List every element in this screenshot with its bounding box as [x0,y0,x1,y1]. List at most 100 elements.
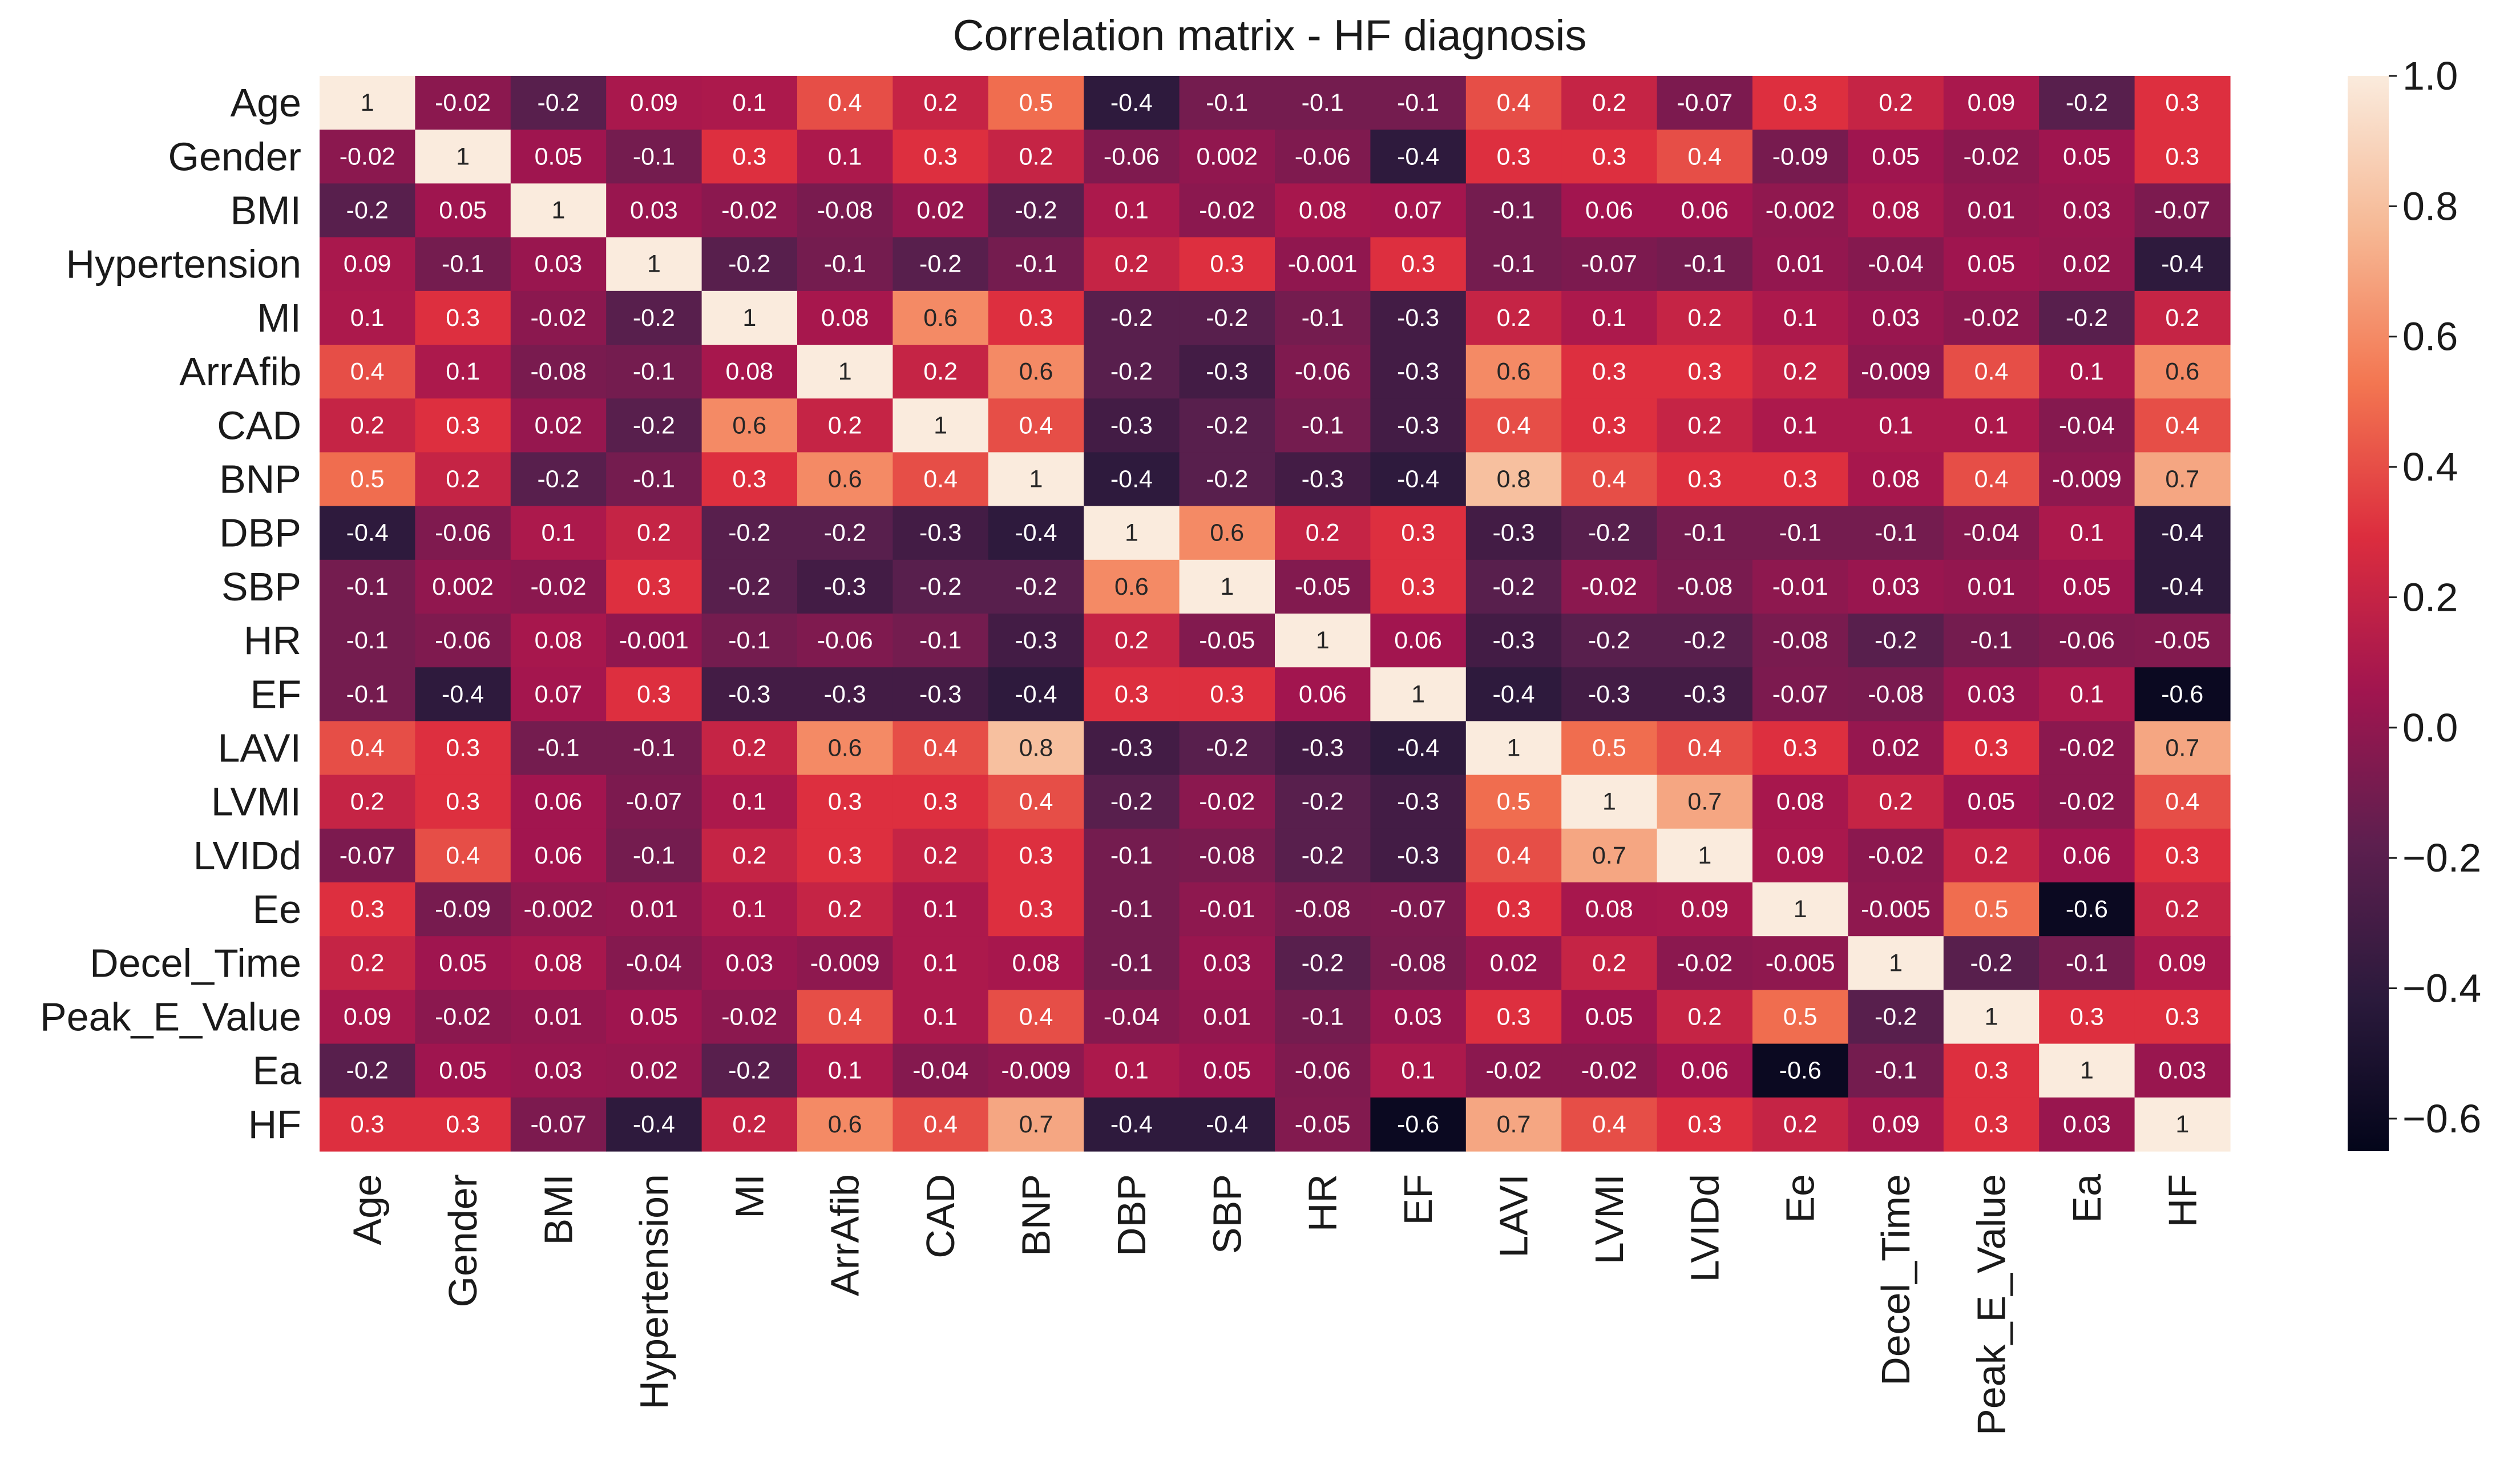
heatmap-cell [892,1097,989,1152]
heatmap-cell [2039,1097,2135,1152]
cell-value-label: 0.7 [1687,788,1722,816]
cell-value-label: 0.5 [350,466,385,493]
heatmap-cell [1465,721,1562,776]
heatmap-cell [415,506,511,560]
cell-value-label: 0.2 [1592,89,1626,116]
heatmap-cell [2039,183,2135,238]
cell-value-label: 0.3 [1019,842,1053,869]
cell-value-label: 0.09 [1872,1111,1920,1138]
cell-value-label: 1 [456,143,470,170]
heatmap-cell [415,614,511,668]
cell-value-label: -0.2 [346,1057,389,1084]
heatmap-cell [797,721,893,776]
heatmap-cell [1848,398,1944,453]
cell-value-label: -0.07 [2154,197,2210,224]
y-tick-label: ArrAfib [179,349,301,394]
cell-value-label: -0.3 [1302,466,1344,493]
cell-value-label: 0.4 [2165,412,2199,439]
heatmap-cell [988,614,1084,668]
cell-value-label: -0.1 [1779,519,1822,547]
heatmap-cell [510,559,607,614]
heatmap-cell [1370,183,1467,238]
cell-value-label: 0.09 [1776,842,1824,869]
cell-value-label: -0.4 [1015,519,1057,547]
heatmap-cell [1752,237,1848,292]
heatmap-cell [1848,614,1944,668]
heatmap-cell [1561,1097,1658,1152]
heatmap-cell [2039,291,2135,345]
cell-value-label: 0.3 [446,1111,480,1138]
cell-value-label: 0.5 [1974,896,2009,923]
heatmap-cell [1848,721,1944,776]
heatmap-cell [1370,1097,1467,1152]
heatmap-cell [1752,882,1848,937]
cell-value-label: -0.2 [1875,627,1917,654]
heatmap-cell [1752,183,1848,238]
heatmap-cell [1848,506,1944,560]
cell-value-label: 0.09 [1968,89,2016,116]
heatmap-cell [606,775,702,829]
heatmap-cell [1848,559,1944,614]
cell-value-label: -0.06 [1295,143,1351,170]
y-tick-label: Peak_E_Value [40,995,301,1039]
heatmap-cell [1084,183,1180,238]
cell-value-label: 0.1 [1592,304,1626,332]
cell-value-label: -0.1 [1875,1057,1917,1084]
cell-value-label: -0.09 [1772,143,1828,170]
heatmap-cell [1943,183,2040,238]
cell-value-label: -0.02 [1199,197,1255,224]
cell-value-label: -0.08 [1199,842,1255,869]
cell-value-label: -0.1 [346,680,389,708]
heatmap-cell [1657,828,1753,883]
heatmap-cell [1752,721,1848,776]
heatmap-cell [701,1097,798,1152]
heatmap-cell [1084,882,1180,937]
heatmap-cell [988,237,1084,292]
cell-value-label: 0.08 [1872,466,1920,493]
cell-value-label: -0.04 [1868,251,1924,278]
cell-value-label: -0.1 [1206,89,1248,116]
heatmap-cell [415,237,511,292]
cell-value-label: -0.08 [530,358,586,385]
cell-value-label: 0.03 [1203,949,1251,977]
heatmap-cell [892,721,989,776]
cell-value-label: -0.3 [1683,680,1726,708]
cell-value-label: 0.2 [1497,304,1531,332]
cell-value-label: 0.03 [2158,1057,2206,1084]
heatmap-cell [1848,775,1944,829]
cell-value-label: -0.1 [1015,251,1057,278]
cell-value-label: 0.2 [923,358,958,385]
heatmap-cell [892,183,989,238]
cell-value-label: 1 [1411,680,1425,708]
cell-value-label: 0.03 [2063,1111,2111,1138]
heatmap-cell [415,1097,511,1152]
cell-value-label: 0.2 [637,519,671,547]
heatmap-cell [1752,1097,1848,1152]
heatmap-cell [701,237,798,292]
cell-value-label: 0.3 [923,788,958,816]
cell-value-label: 0.3 [828,842,862,869]
cell-value-label: 0.07 [1394,197,1442,224]
cell-value-label: 0.6 [828,735,862,762]
heatmap-cell [1275,828,1371,883]
cell-value-label: -0.2 [633,412,675,439]
heatmap-cell [2134,775,2231,829]
heatmap-cell [606,882,702,937]
cell-value-label: -0.3 [919,519,962,547]
heatmap-cell [2039,990,2135,1044]
heatmap-cell [1943,1043,2040,1098]
heatmap-cell [606,936,702,990]
cell-value-label: 0.1 [923,1003,958,1031]
x-tick-label: Decel_Time [1873,1174,1918,1386]
cell-value-label: 0.3 [1783,735,1818,762]
cell-value-label: -0.3 [1110,412,1153,439]
heatmap-cell [1752,506,1848,560]
heatmap-cell [1848,882,1944,937]
cell-value-label: 0.4 [923,466,958,493]
heatmap-cell [320,1097,415,1152]
heatmap-cell [320,828,415,883]
heatmap-cell [2134,1043,2231,1098]
heatmap-cell [988,398,1084,453]
cell-value-label: -0.02 [1963,304,2019,332]
heatmap-cell [606,721,702,776]
